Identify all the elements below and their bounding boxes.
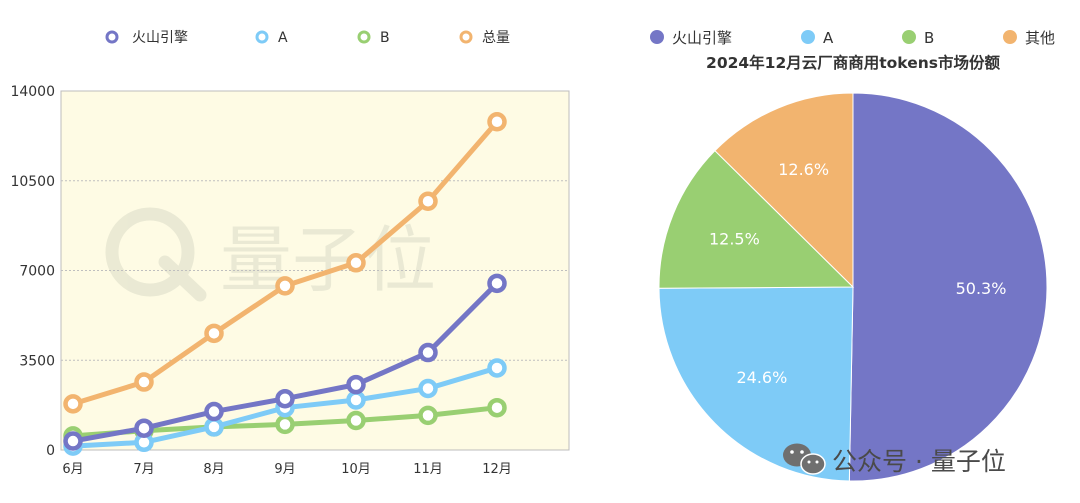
pie-legend-marker-a xyxy=(801,30,815,44)
legend-item-火山引擎: 火山引擎 xyxy=(105,30,188,46)
data-point-b-11月 xyxy=(418,405,438,426)
data-point-总量-6月 xyxy=(63,394,83,414)
pie-chart-title: 2024年12月云厂商商用tokens市场份额 xyxy=(706,53,1000,72)
pie-chart-slices: 50.3% 24.6% 12.5% 12.6% xyxy=(658,92,1048,482)
pie-legend-label-其他: 其他 xyxy=(1025,29,1055,47)
legend-item-b: B xyxy=(357,30,390,46)
pie-legend-item-火山引擎: 火山引擎 xyxy=(650,29,732,47)
data-point-b-10月 xyxy=(346,410,366,431)
pie-slice-火山引擎 xyxy=(848,92,1048,482)
x-tick-label-8月: 8月 xyxy=(203,462,224,477)
x-tick-label-10月: 10月 xyxy=(341,462,371,477)
pie-legend-label-b: B xyxy=(924,29,934,47)
line-chart-series xyxy=(63,112,507,456)
data-point-总量-7月 xyxy=(134,372,154,392)
watermark: 量子位 xyxy=(105,207,436,302)
series-a xyxy=(63,358,507,456)
legend-marker-b xyxy=(357,30,371,44)
data-point-a-12月 xyxy=(487,358,507,378)
x-tick-label-6月: 6月 xyxy=(62,462,83,477)
legend-label-a: A xyxy=(278,30,288,46)
line-chart-x-ticks: 6月 7月 8月 9月 10月 11月 12月 xyxy=(62,462,511,477)
pie-chart-legend: 火山引擎 A B 其他 xyxy=(650,29,1055,47)
data-point-a-10月 xyxy=(346,390,366,410)
y-tick-label-14000: 14000 xyxy=(10,84,55,100)
series-总量 xyxy=(63,112,507,414)
x-tick-label-11月: 11月 xyxy=(413,462,443,477)
pie-legend-item-b: B xyxy=(902,29,934,47)
data-point-b-12月 xyxy=(487,397,507,418)
data-point-火山引擎-10月 xyxy=(346,374,366,395)
pie-value-label-其他: 12.6% xyxy=(778,160,829,179)
data-point-a-11月 xyxy=(418,378,438,399)
line-chart-gridlines xyxy=(61,180,569,361)
data-point-总量-8月 xyxy=(204,323,224,344)
pie-legend-marker-b xyxy=(902,30,916,44)
x-tick-label-7月: 7月 xyxy=(133,462,154,477)
data-point-总量-10月 xyxy=(346,253,366,273)
series-火山引擎 xyxy=(63,273,507,451)
pie-legend-item-a: A xyxy=(801,29,834,47)
pie-slice-b xyxy=(658,149,855,289)
data-point-火山引擎-11月 xyxy=(418,342,438,363)
data-point-火山引擎-6月 xyxy=(63,431,83,451)
data-point-总量-9月 xyxy=(275,276,295,296)
wechat-icon xyxy=(783,443,826,475)
pie-legend-marker-其他 xyxy=(1003,30,1017,44)
legend-marker-火山引擎 xyxy=(105,30,119,44)
data-point-火山引擎-7月 xyxy=(134,418,154,438)
data-point-总量-12月 xyxy=(487,112,507,132)
legend-item-a: A xyxy=(255,30,288,46)
legend-label-b: B xyxy=(380,30,390,46)
legend-label-总量: 总量 xyxy=(482,30,510,46)
footer-brand: 公众号 · 量子位 xyxy=(783,443,1006,476)
y-tick-label-10500: 10500 xyxy=(10,174,55,190)
legend-marker-a xyxy=(255,30,269,44)
pie-slice-其他 xyxy=(714,92,854,289)
data-point-火山引擎-12月 xyxy=(487,273,507,294)
x-tick-label-9月: 9月 xyxy=(274,462,295,477)
data-point-b-9月 xyxy=(275,414,295,435)
data-point-总量-11月 xyxy=(418,191,438,212)
pie-value-label-a: 24.6% xyxy=(736,368,787,387)
pie-value-label-火山引擎: 50.3% xyxy=(956,279,1007,298)
y-tick-label-0: 0 xyxy=(46,443,55,459)
watermark-logo-icon xyxy=(105,207,195,297)
legend-item-总量: 总量 xyxy=(459,30,510,46)
watermark-text: 量子位 xyxy=(220,218,436,302)
data-point-火山引擎-8月 xyxy=(204,401,224,422)
data-point-a-8月 xyxy=(204,417,224,437)
footer-brand-text: 公众号 · 量子位 xyxy=(832,447,1006,476)
pie-value-label-b: 12.5% xyxy=(709,230,760,249)
y-tick-label-7000: 7000 xyxy=(19,264,55,280)
watermark-logo-tail xyxy=(158,255,207,302)
pie-legend-label-火山引擎: 火山引擎 xyxy=(672,29,732,47)
legend-marker-总量 xyxy=(459,30,473,44)
line-chart-y-ticks: 0 3500 7000 10500 14000 xyxy=(10,84,55,459)
pie-legend-label-a: A xyxy=(823,29,834,47)
pie-legend-item-其他: 其他 xyxy=(1003,29,1055,47)
y-tick-label-3500: 3500 xyxy=(19,353,55,369)
x-tick-label-12月: 12月 xyxy=(482,462,512,477)
pie-slice-a xyxy=(658,286,854,482)
line-chart-legend: 火山引擎 A B 总量 xyxy=(105,30,510,46)
pie-legend-marker-火山引擎 xyxy=(650,30,664,44)
legend-label-火山引擎: 火山引擎 xyxy=(132,30,188,46)
data-point-火山引擎-9月 xyxy=(275,388,295,409)
